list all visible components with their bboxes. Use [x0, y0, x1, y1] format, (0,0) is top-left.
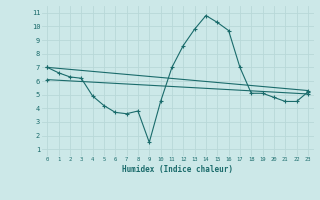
X-axis label: Humidex (Indice chaleur): Humidex (Indice chaleur) [122, 165, 233, 174]
